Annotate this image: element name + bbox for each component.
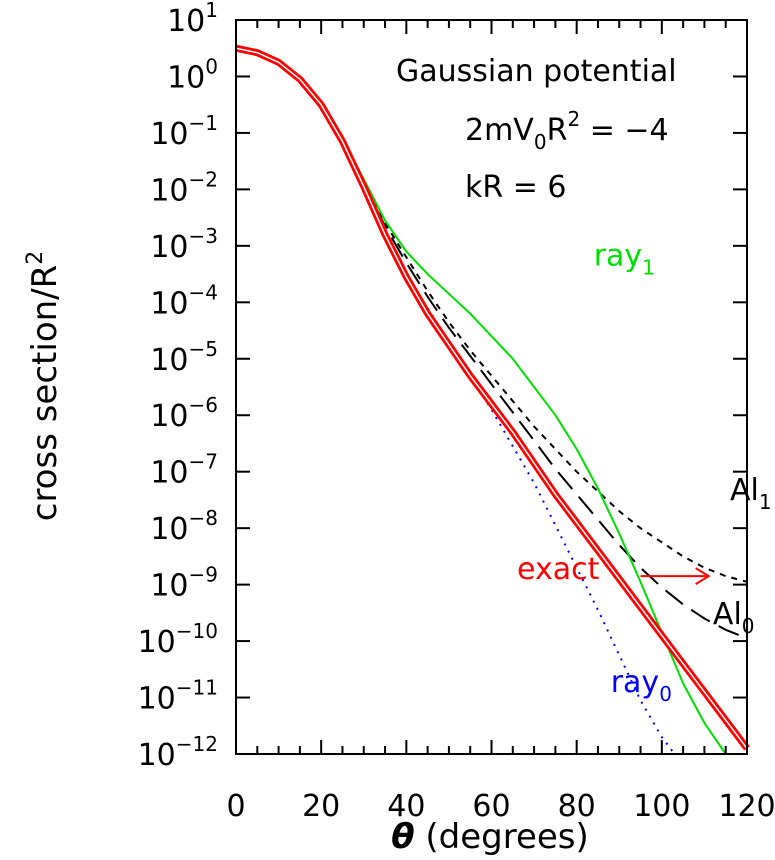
series-line-Al1 — [235, 47, 748, 583]
series-label-ray0: ray0 — [611, 665, 672, 706]
annotation-wavenumber: kR = 6 — [465, 170, 567, 205]
y-axis-label: cross section/R2 — [23, 251, 65, 522]
x-tick-label: 0 — [226, 789, 245, 824]
y-tick-label: 10−4 — [150, 280, 218, 321]
series-line-ray1 — [235, 47, 727, 755]
x-tick-label: 40 — [387, 789, 425, 824]
x-tick-label: 20 — [302, 789, 340, 824]
series-line-exact-inner — [235, 47, 748, 749]
series-label-Al1: Al1 — [730, 473, 772, 514]
series-label-Al0: Al0 — [713, 597, 755, 638]
exact-arrow-head — [695, 567, 711, 585]
x-tick-label: 100 — [633, 789, 690, 824]
series-line-ray0 — [235, 47, 676, 755]
x-tick-label: 80 — [558, 789, 596, 824]
y-tick-label: 10−9 — [150, 563, 218, 604]
y-tick-label: 10−6 — [150, 393, 218, 434]
y-tick-label: 10−1 — [150, 111, 218, 152]
y-tick-label: 10−2 — [150, 167, 218, 208]
series-label-exact: exact — [517, 552, 600, 587]
y-tick-label: 10−12 — [138, 732, 218, 773]
series-layer: ray1 Al1 Al0 exact ray0 — [235, 44, 772, 755]
y-tick-label: 10−10 — [138, 619, 218, 660]
x-tick-label: 60 — [472, 789, 510, 824]
y-tick-label: 101 — [167, 0, 218, 39]
series-line-exact-outer — [235, 44, 750, 751]
y-tick-label: 10−5 — [150, 337, 218, 378]
y-tick-label: 10−3 — [150, 224, 218, 265]
x-axis-label: θ (degrees) — [391, 817, 589, 857]
x-tick-label: 120 — [718, 789, 775, 824]
y-tick-label: 10−11 — [138, 676, 218, 717]
series-label-ray1: ray1 — [594, 239, 655, 280]
annotation-potential: 2mV0R2 = −4 — [465, 107, 669, 154]
y-tick-label: 10−8 — [150, 506, 218, 547]
ticks-layer: 0 20 40 60 80 100 120 101 100 10−1 10−2 10−3 10−4 10−… — [138, 0, 775, 824]
y-tick-label: 10−7 — [150, 450, 218, 491]
annotation-title: Gaussian potential — [396, 54, 677, 89]
y-tick-label: 100 — [167, 54, 218, 95]
